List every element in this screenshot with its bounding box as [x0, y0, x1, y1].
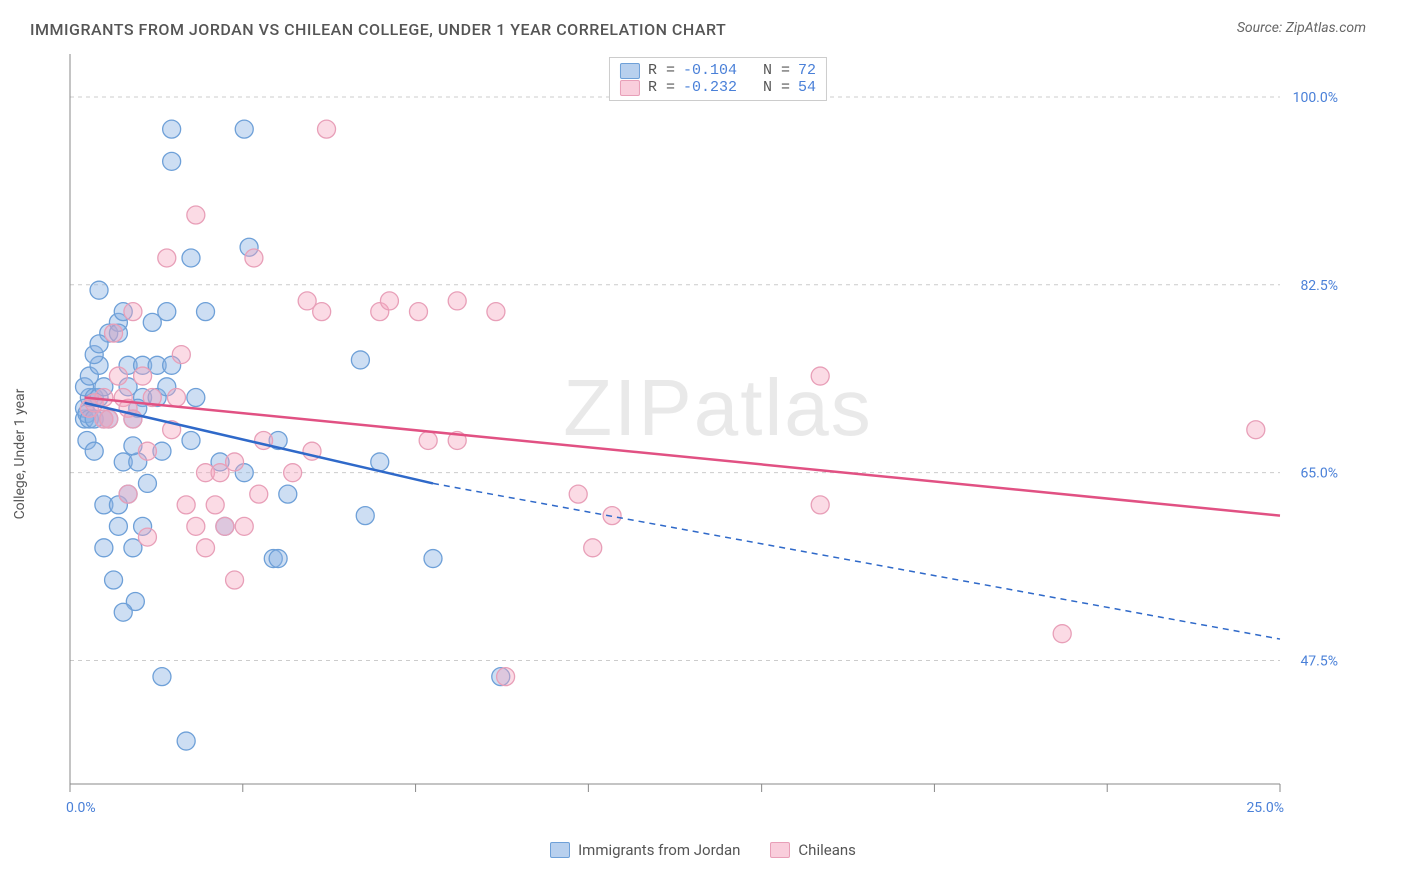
scatter-point-chileans: [245, 249, 263, 267]
legend-n-value: 54: [798, 79, 816, 96]
scatter-point-chileans: [313, 303, 331, 321]
scatter-point-chileans: [197, 539, 215, 557]
legend-series: Immigrants from Jordan Chileans: [0, 841, 1406, 859]
scatter-point-chileans: [167, 389, 185, 407]
scatter-point-chileans: [811, 496, 829, 514]
scatter-point-jordan: [187, 389, 205, 407]
scatter-chart: 100.0% 82.5% 65.0% 47.5% 0.0% 25.0%: [60, 49, 1350, 829]
legend-series-label: Chileans: [798, 841, 855, 859]
scatter-point-chileans: [119, 485, 137, 503]
scatter-point-chileans: [419, 431, 437, 449]
chart-source: Source: ZipAtlas.com: [1237, 20, 1366, 39]
scatter-point-chileans: [569, 485, 587, 503]
scatter-point-jordan: [279, 485, 297, 503]
scatter-point-jordan: [182, 431, 200, 449]
scatter-point-chileans: [497, 668, 515, 686]
scatter-point-jordan: [424, 550, 442, 568]
legend-r-label: R =: [648, 79, 675, 96]
x-tick-label: 0.0%: [66, 800, 96, 816]
legend-swatch: [620, 63, 640, 79]
y-axis-label: College, Under 1 year: [12, 389, 28, 520]
legend-swatch: [620, 80, 640, 96]
scatter-point-chileans: [177, 496, 195, 514]
scatter-point-chileans: [138, 442, 156, 460]
y-tick-label: 47.5%: [1300, 654, 1338, 670]
scatter-point-jordan: [114, 603, 132, 621]
scatter-point-jordan: [163, 120, 181, 138]
scatter-point-chileans: [138, 528, 156, 546]
scatter-point-chileans: [380, 292, 398, 310]
scatter-point-chileans: [250, 485, 268, 503]
scatter-point-chileans: [158, 249, 176, 267]
legend-series-item: Chileans: [770, 841, 855, 859]
scatter-point-jordan: [163, 152, 181, 170]
scatter-point-jordan: [138, 474, 156, 492]
scatter-point-jordan: [85, 442, 103, 460]
scatter-point-jordan: [153, 668, 171, 686]
scatter-point-jordan: [95, 539, 113, 557]
scatter-point-chileans: [448, 292, 466, 310]
scatter-point-jordan: [351, 351, 369, 369]
legend-n-label: N =: [763, 79, 790, 96]
scatter-point-chileans: [235, 517, 253, 535]
legend-swatch: [770, 842, 790, 858]
x-tick-label: 25.0%: [1246, 800, 1284, 816]
scatter-point-jordan: [356, 507, 374, 525]
scatter-point-jordan: [90, 281, 108, 299]
legend-swatch: [550, 842, 570, 858]
scatter-point-jordan: [109, 517, 127, 535]
scatter-point-chileans: [187, 206, 205, 224]
legend-n-value: 72: [798, 62, 816, 79]
chart-title: IMMIGRANTS FROM JORDAN VS CHILEAN COLLEG…: [30, 20, 726, 39]
scatter-point-jordan: [182, 249, 200, 267]
scatter-point-chileans: [134, 367, 152, 385]
scatter-point-chileans: [1053, 625, 1071, 643]
legend-series-label: Immigrants from Jordan: [578, 841, 740, 859]
scatter-point-jordan: [158, 303, 176, 321]
scatter-point-chileans: [187, 517, 205, 535]
scatter-point-chileans: [811, 367, 829, 385]
legend-series-item: Immigrants from Jordan: [550, 841, 740, 859]
scatter-point-jordan: [105, 571, 123, 589]
scatter-point-chileans: [124, 303, 142, 321]
scatter-point-chileans: [409, 303, 427, 321]
scatter-point-chileans: [100, 410, 118, 428]
scatter-point-jordan: [371, 453, 389, 471]
scatter-point-chileans: [487, 303, 505, 321]
scatter-point-chileans: [318, 120, 336, 138]
legend-correlation-row: R = -0.104 N = 72: [620, 62, 816, 79]
scatter-point-chileans: [206, 496, 224, 514]
y-tick-label: 65.0%: [1300, 466, 1338, 482]
legend-n-label: N =: [763, 62, 790, 79]
scatter-point-chileans: [95, 389, 113, 407]
scatter-point-jordan: [177, 732, 195, 750]
scatter-point-chileans: [172, 346, 190, 364]
legend-correlation: R = -0.104 N = 72 R = -0.232 N = 54: [609, 57, 827, 101]
scatter-point-jordan: [235, 120, 253, 138]
scatter-point-chileans: [584, 539, 602, 557]
legend-r-value: -0.232: [683, 79, 737, 96]
scatter-point-jordan: [197, 303, 215, 321]
legend-r-value: -0.104: [683, 62, 737, 79]
legend-correlation-row: R = -0.232 N = 54: [620, 79, 816, 96]
scatter-point-chileans: [226, 571, 244, 589]
regression-ext-jordan: [433, 483, 1280, 639]
y-tick-label: 100.0%: [1293, 90, 1338, 106]
scatter-point-chileans: [226, 453, 244, 471]
scatter-point-chileans: [1247, 421, 1265, 439]
scatter-point-chileans: [284, 464, 302, 482]
y-tick-label: 82.5%: [1300, 278, 1338, 294]
legend-r-label: R =: [648, 62, 675, 79]
scatter-point-chileans: [105, 324, 123, 342]
scatter-point-jordan: [269, 550, 287, 568]
scatter-point-chileans: [109, 367, 127, 385]
scatter-point-chileans: [216, 517, 234, 535]
